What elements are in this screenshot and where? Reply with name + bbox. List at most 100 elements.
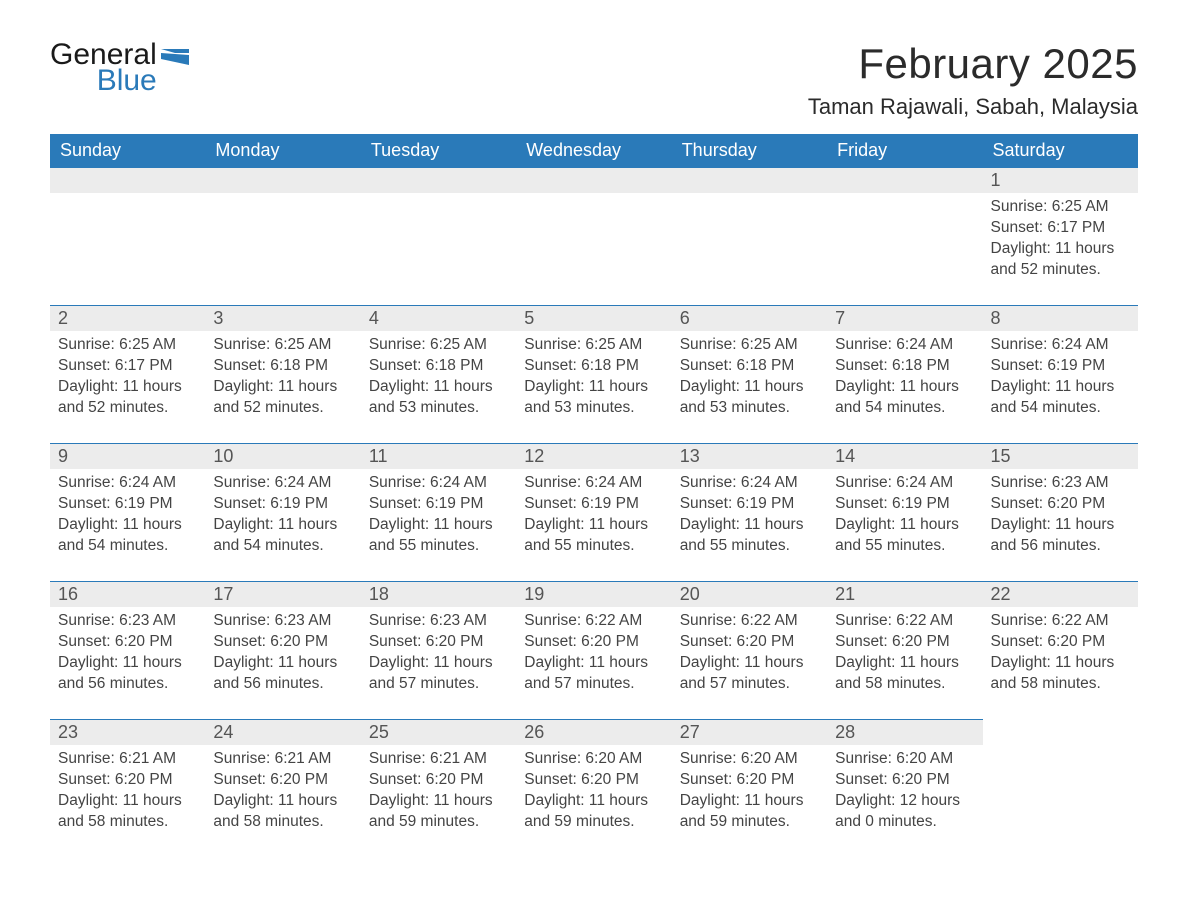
daylight-line: Daylight: 11 hours and 56 minutes.	[991, 515, 1130, 557]
day-details: Sunrise: 6:22 AMSunset: 6:20 PMDaylight:…	[827, 607, 982, 703]
day-number: 20	[672, 581, 827, 607]
day-details: Sunrise: 6:21 AMSunset: 6:20 PMDaylight:…	[361, 745, 516, 841]
sunset-line: Sunset: 6:18 PM	[835, 356, 974, 377]
calendar-cell: 17Sunrise: 6:23 AMSunset: 6:20 PMDayligh…	[205, 581, 360, 719]
brand-logo: General Blue	[50, 40, 189, 96]
day-details: Sunrise: 6:25 AMSunset: 6:18 PMDaylight:…	[672, 331, 827, 427]
sunrise-line: Sunrise: 6:25 AM	[58, 335, 197, 356]
sunset-line: Sunset: 6:18 PM	[369, 356, 508, 377]
day-details: Sunrise: 6:22 AMSunset: 6:20 PMDaylight:…	[516, 607, 671, 703]
daylight-line: Daylight: 11 hours and 57 minutes.	[680, 653, 819, 695]
day-number: 1	[983, 167, 1138, 193]
header: General Blue February 2025 Taman Rajawal…	[50, 40, 1138, 120]
calendar-cell: 28Sunrise: 6:20 AMSunset: 6:20 PMDayligh…	[827, 719, 982, 857]
sunset-line: Sunset: 6:20 PM	[680, 770, 819, 791]
calendar-cell: 11Sunrise: 6:24 AMSunset: 6:19 PMDayligh…	[361, 443, 516, 581]
daylight-line: Daylight: 11 hours and 54 minutes.	[835, 377, 974, 419]
calendar-cell	[205, 167, 360, 305]
calendar-cell: 8Sunrise: 6:24 AMSunset: 6:19 PMDaylight…	[983, 305, 1138, 443]
sunset-line: Sunset: 6:17 PM	[58, 356, 197, 377]
sunset-line: Sunset: 6:20 PM	[369, 632, 508, 653]
day-number: 4	[361, 305, 516, 331]
day-number: 19	[516, 581, 671, 607]
daylight-line: Daylight: 11 hours and 54 minutes.	[58, 515, 197, 557]
calendar-table: SundayMondayTuesdayWednesdayThursdayFrid…	[50, 134, 1138, 857]
day-details: Sunrise: 6:24 AMSunset: 6:18 PMDaylight:…	[827, 331, 982, 427]
calendar-cell	[361, 167, 516, 305]
daylight-line: Daylight: 11 hours and 53 minutes.	[369, 377, 508, 419]
weekday-header: Wednesday	[516, 134, 671, 167]
brand-text: General Blue	[50, 40, 157, 96]
daylight-line: Daylight: 11 hours and 55 minutes.	[524, 515, 663, 557]
sunrise-line: Sunrise: 6:22 AM	[524, 611, 663, 632]
day-number: 22	[983, 581, 1138, 607]
calendar-cell: 5Sunrise: 6:25 AMSunset: 6:18 PMDaylight…	[516, 305, 671, 443]
calendar-cell: 14Sunrise: 6:24 AMSunset: 6:19 PMDayligh…	[827, 443, 982, 581]
day-number: 9	[50, 443, 205, 469]
empty-day-bar	[827, 167, 982, 193]
calendar-cell: 6Sunrise: 6:25 AMSunset: 6:18 PMDaylight…	[672, 305, 827, 443]
weekday-header: Friday	[827, 134, 982, 167]
title-block: February 2025 Taman Rajawali, Sabah, Mal…	[808, 40, 1138, 120]
day-number: 3	[205, 305, 360, 331]
calendar-cell	[983, 719, 1138, 857]
calendar-cell	[516, 167, 671, 305]
calendar-cell: 26Sunrise: 6:20 AMSunset: 6:20 PMDayligh…	[516, 719, 671, 857]
day-number: 6	[672, 305, 827, 331]
sunrise-line: Sunrise: 6:24 AM	[835, 473, 974, 494]
sunrise-line: Sunrise: 6:24 AM	[369, 473, 508, 494]
sunset-line: Sunset: 6:20 PM	[213, 632, 352, 653]
daylight-line: Daylight: 11 hours and 52 minutes.	[58, 377, 197, 419]
day-details: Sunrise: 6:25 AMSunset: 6:18 PMDaylight:…	[361, 331, 516, 427]
daylight-line: Daylight: 11 hours and 59 minutes.	[369, 791, 508, 833]
sunset-line: Sunset: 6:20 PM	[991, 632, 1130, 653]
day-details: Sunrise: 6:23 AMSunset: 6:20 PMDaylight:…	[983, 469, 1138, 565]
empty-day-bar	[50, 167, 205, 193]
sunrise-line: Sunrise: 6:25 AM	[213, 335, 352, 356]
calendar-cell: 27Sunrise: 6:20 AMSunset: 6:20 PMDayligh…	[672, 719, 827, 857]
sunset-line: Sunset: 6:17 PM	[991, 218, 1130, 239]
sunset-line: Sunset: 6:20 PM	[991, 494, 1130, 515]
calendar-week-row: 9Sunrise: 6:24 AMSunset: 6:19 PMDaylight…	[50, 443, 1138, 581]
sunset-line: Sunset: 6:19 PM	[58, 494, 197, 515]
calendar-cell: 4Sunrise: 6:25 AMSunset: 6:18 PMDaylight…	[361, 305, 516, 443]
day-details: Sunrise: 6:24 AMSunset: 6:19 PMDaylight:…	[983, 331, 1138, 427]
daylight-line: Daylight: 11 hours and 55 minutes.	[680, 515, 819, 557]
calendar-header-row: SundayMondayTuesdayWednesdayThursdayFrid…	[50, 134, 1138, 167]
sunrise-line: Sunrise: 6:24 AM	[213, 473, 352, 494]
calendar-cell: 16Sunrise: 6:23 AMSunset: 6:20 PMDayligh…	[50, 581, 205, 719]
sunset-line: Sunset: 6:18 PM	[213, 356, 352, 377]
calendar-week-row: 16Sunrise: 6:23 AMSunset: 6:20 PMDayligh…	[50, 581, 1138, 719]
calendar-cell: 3Sunrise: 6:25 AMSunset: 6:18 PMDaylight…	[205, 305, 360, 443]
sunrise-line: Sunrise: 6:24 AM	[524, 473, 663, 494]
daylight-line: Daylight: 12 hours and 0 minutes.	[835, 791, 974, 833]
day-details: Sunrise: 6:23 AMSunset: 6:20 PMDaylight:…	[361, 607, 516, 703]
sunrise-line: Sunrise: 6:25 AM	[524, 335, 663, 356]
calendar-cell: 22Sunrise: 6:22 AMSunset: 6:20 PMDayligh…	[983, 581, 1138, 719]
day-number: 23	[50, 719, 205, 745]
day-details: Sunrise: 6:25 AMSunset: 6:17 PMDaylight:…	[50, 331, 205, 427]
sunrise-line: Sunrise: 6:21 AM	[213, 749, 352, 770]
calendar-cell: 25Sunrise: 6:21 AMSunset: 6:20 PMDayligh…	[361, 719, 516, 857]
sunset-line: Sunset: 6:18 PM	[524, 356, 663, 377]
day-number: 10	[205, 443, 360, 469]
daylight-line: Daylight: 11 hours and 59 minutes.	[524, 791, 663, 833]
sunset-line: Sunset: 6:20 PM	[58, 770, 197, 791]
sunrise-line: Sunrise: 6:24 AM	[680, 473, 819, 494]
daylight-line: Daylight: 11 hours and 52 minutes.	[991, 239, 1130, 281]
sunset-line: Sunset: 6:20 PM	[835, 632, 974, 653]
day-number: 28	[827, 719, 982, 745]
daylight-line: Daylight: 11 hours and 58 minutes.	[991, 653, 1130, 695]
daylight-line: Daylight: 11 hours and 56 minutes.	[213, 653, 352, 695]
sunrise-line: Sunrise: 6:20 AM	[835, 749, 974, 770]
day-details: Sunrise: 6:24 AMSunset: 6:19 PMDaylight:…	[50, 469, 205, 565]
sunset-line: Sunset: 6:19 PM	[369, 494, 508, 515]
calendar-cell: 15Sunrise: 6:23 AMSunset: 6:20 PMDayligh…	[983, 443, 1138, 581]
day-details: Sunrise: 6:25 AMSunset: 6:18 PMDaylight:…	[516, 331, 671, 427]
day-number: 13	[672, 443, 827, 469]
calendar-cell: 23Sunrise: 6:21 AMSunset: 6:20 PMDayligh…	[50, 719, 205, 857]
day-number: 7	[827, 305, 982, 331]
day-details: Sunrise: 6:24 AMSunset: 6:19 PMDaylight:…	[361, 469, 516, 565]
sunset-line: Sunset: 6:19 PM	[835, 494, 974, 515]
sunrise-line: Sunrise: 6:24 AM	[835, 335, 974, 356]
